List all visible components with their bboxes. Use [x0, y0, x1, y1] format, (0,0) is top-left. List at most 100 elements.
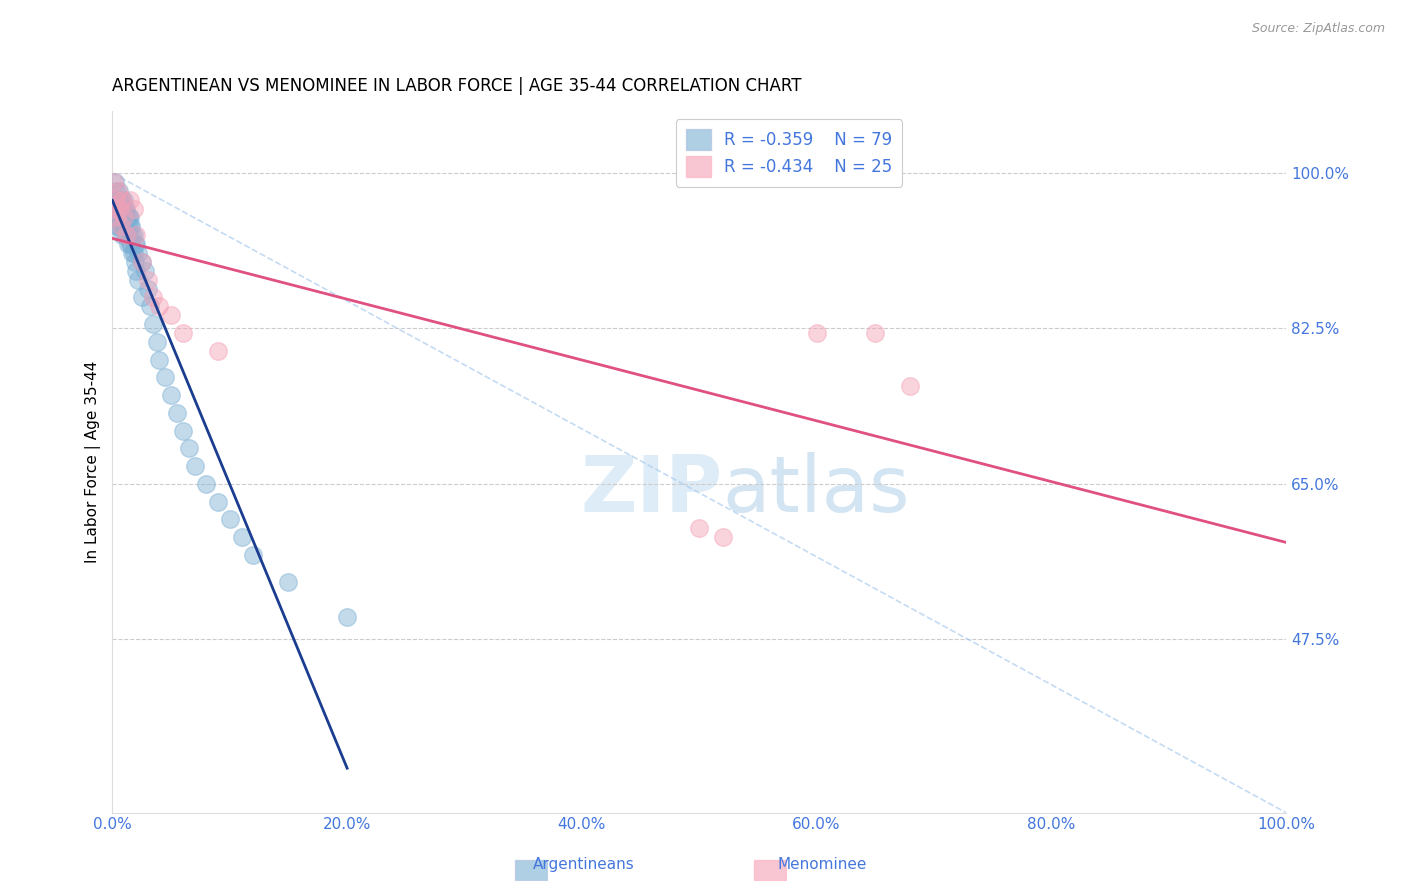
Point: [114, 228, 136, 243]
Point: [155, 370, 177, 384]
Point: [336, 610, 359, 624]
Point: [107, 193, 129, 207]
Point: [122, 246, 145, 260]
Point: [900, 379, 922, 393]
Point: [104, 184, 127, 198]
Point: [122, 228, 145, 243]
Point: [107, 211, 129, 225]
Point: [118, 228, 141, 243]
Point: [160, 388, 183, 402]
Point: [110, 202, 132, 216]
Point: [172, 424, 194, 438]
Point: [218, 512, 240, 526]
Point: [118, 219, 141, 234]
Point: [114, 202, 136, 216]
Point: [148, 352, 170, 367]
Point: [242, 548, 264, 562]
Point: [111, 193, 134, 207]
Point: [146, 334, 169, 349]
Point: [108, 202, 131, 216]
Point: [112, 211, 135, 225]
Point: [166, 406, 188, 420]
Point: [111, 228, 134, 243]
Point: [110, 193, 132, 207]
Point: [117, 219, 139, 234]
Point: [207, 343, 229, 358]
Point: [863, 326, 886, 340]
Text: ZIP: ZIP: [581, 451, 723, 528]
Point: [172, 326, 194, 340]
Point: [103, 193, 125, 207]
Point: [110, 219, 132, 234]
Point: [125, 264, 148, 278]
Text: Source: ZipAtlas.com: Source: ZipAtlas.com: [1251, 22, 1385, 36]
Point: [104, 202, 127, 216]
Point: [115, 211, 138, 225]
Point: [111, 211, 134, 225]
Point: [131, 255, 153, 269]
Point: [148, 299, 170, 313]
Point: [131, 255, 153, 269]
Text: Argentineans: Argentineans: [533, 857, 634, 872]
Point: [108, 211, 131, 225]
Point: [127, 272, 149, 286]
Point: [115, 228, 138, 243]
Point: [124, 255, 146, 269]
Point: [111, 202, 134, 216]
Point: [104, 175, 127, 189]
Point: [120, 237, 142, 252]
Point: [117, 237, 139, 252]
Point: [207, 494, 229, 508]
Point: [118, 237, 141, 252]
Point: [105, 219, 128, 234]
Point: [105, 202, 128, 216]
Point: [136, 272, 159, 286]
Point: [111, 193, 134, 207]
Point: [183, 459, 205, 474]
Point: [195, 477, 218, 491]
Point: [125, 237, 148, 252]
Text: Menominee: Menominee: [778, 857, 868, 872]
Text: atlas: atlas: [723, 451, 910, 528]
Legend: R = -0.359    N = 79, R = -0.434    N = 25: R = -0.359 N = 79, R = -0.434 N = 25: [675, 120, 903, 186]
Point: [127, 246, 149, 260]
Point: [108, 193, 131, 207]
Point: [115, 228, 138, 243]
Point: [114, 211, 136, 225]
Y-axis label: In Labor Force | Age 35-44: In Labor Force | Age 35-44: [86, 360, 101, 563]
Point: [111, 202, 134, 216]
Point: [122, 202, 145, 216]
Point: [107, 202, 129, 216]
Point: [103, 175, 125, 189]
Point: [231, 530, 253, 544]
Point: [108, 202, 131, 216]
Point: [107, 184, 129, 198]
Point: [115, 202, 138, 216]
Point: [134, 264, 156, 278]
Point: [110, 219, 132, 234]
Point: [112, 219, 135, 234]
Point: [117, 211, 139, 225]
Point: [806, 326, 828, 340]
Point: [118, 211, 141, 225]
Point: [711, 530, 734, 544]
Point: [124, 237, 146, 252]
Point: [688, 521, 710, 535]
Point: [107, 219, 129, 234]
Point: [110, 211, 132, 225]
Point: [121, 246, 143, 260]
Point: [142, 290, 165, 304]
Point: [104, 202, 127, 216]
Point: [121, 228, 143, 243]
Point: [112, 202, 135, 216]
Point: [111, 219, 134, 234]
Point: [160, 308, 183, 322]
Point: [142, 317, 165, 331]
Point: [277, 574, 299, 589]
Point: [112, 211, 135, 225]
Text: ARGENTINEAN VS MENOMINEE IN LABOR FORCE | AGE 35-44 CORRELATION CHART: ARGENTINEAN VS MENOMINEE IN LABOR FORCE …: [112, 78, 801, 95]
Point: [136, 281, 159, 295]
Point: [108, 184, 131, 198]
Point: [118, 211, 141, 225]
Point: [125, 228, 148, 243]
